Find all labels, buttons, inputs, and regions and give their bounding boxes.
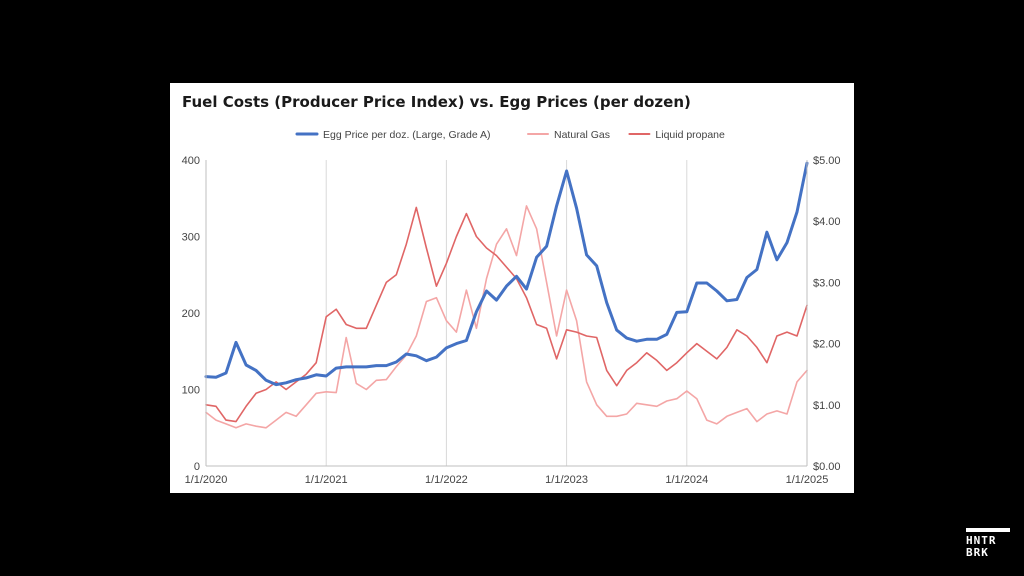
logo-bar bbox=[966, 528, 1010, 532]
x-tick-label: 1/1/2021 bbox=[305, 474, 348, 486]
hntr-brk-logo: HNTR BRK bbox=[966, 528, 1016, 568]
y-left-tick-label: 200 bbox=[182, 308, 200, 320]
x-tick-label: 1/1/2022 bbox=[425, 474, 468, 486]
legend-label: Egg Price per doz. (Large, Grade A) bbox=[323, 129, 491, 141]
y-left-tick-label: 300 bbox=[182, 232, 200, 244]
series-line-egg-price-per-doz-large-grade-a bbox=[204, 161, 809, 387]
x-tick-label: 1/1/2024 bbox=[665, 474, 708, 486]
logo-line-2: BRK bbox=[966, 546, 989, 559]
chart-title: Fuel Costs (Producer Price Index) vs. Eg… bbox=[182, 93, 691, 111]
y-left-tick-label: 0 bbox=[194, 461, 200, 473]
x-tick-label: 1/1/2025 bbox=[786, 474, 829, 486]
y-right-tick-label: $2.00 bbox=[813, 339, 841, 351]
x-tick-label: 1/1/2020 bbox=[185, 474, 228, 486]
y-right-tick-label: $0.00 bbox=[813, 461, 841, 473]
y-left-tick-label: 100 bbox=[182, 385, 200, 397]
y-right-tick-label: $3.00 bbox=[813, 277, 841, 289]
line-chart: 0 100 200 300 400 $0.00 $1.00 $2.00 $3.00 $4.00 $5… bbox=[182, 129, 841, 486]
y-left-tick-label: 400 bbox=[182, 155, 200, 167]
y-right-tick-label: $5.00 bbox=[813, 155, 841, 167]
y-right-tick-label: $4.00 bbox=[813, 216, 841, 228]
legend-label: Liquid propane bbox=[655, 129, 725, 141]
x-tick-label: 1/1/2023 bbox=[545, 474, 588, 486]
y-right-tick-label: $1.00 bbox=[813, 400, 841, 412]
logo-line-1: HNTR bbox=[966, 534, 997, 547]
legend-label: Natural Gas bbox=[554, 129, 610, 141]
series-line-natural-gas bbox=[205, 205, 808, 429]
chart-panel: Fuel Costs (Producer Price Index) vs. Eg… bbox=[170, 83, 854, 493]
series-line-liquid-propane bbox=[205, 206, 808, 423]
